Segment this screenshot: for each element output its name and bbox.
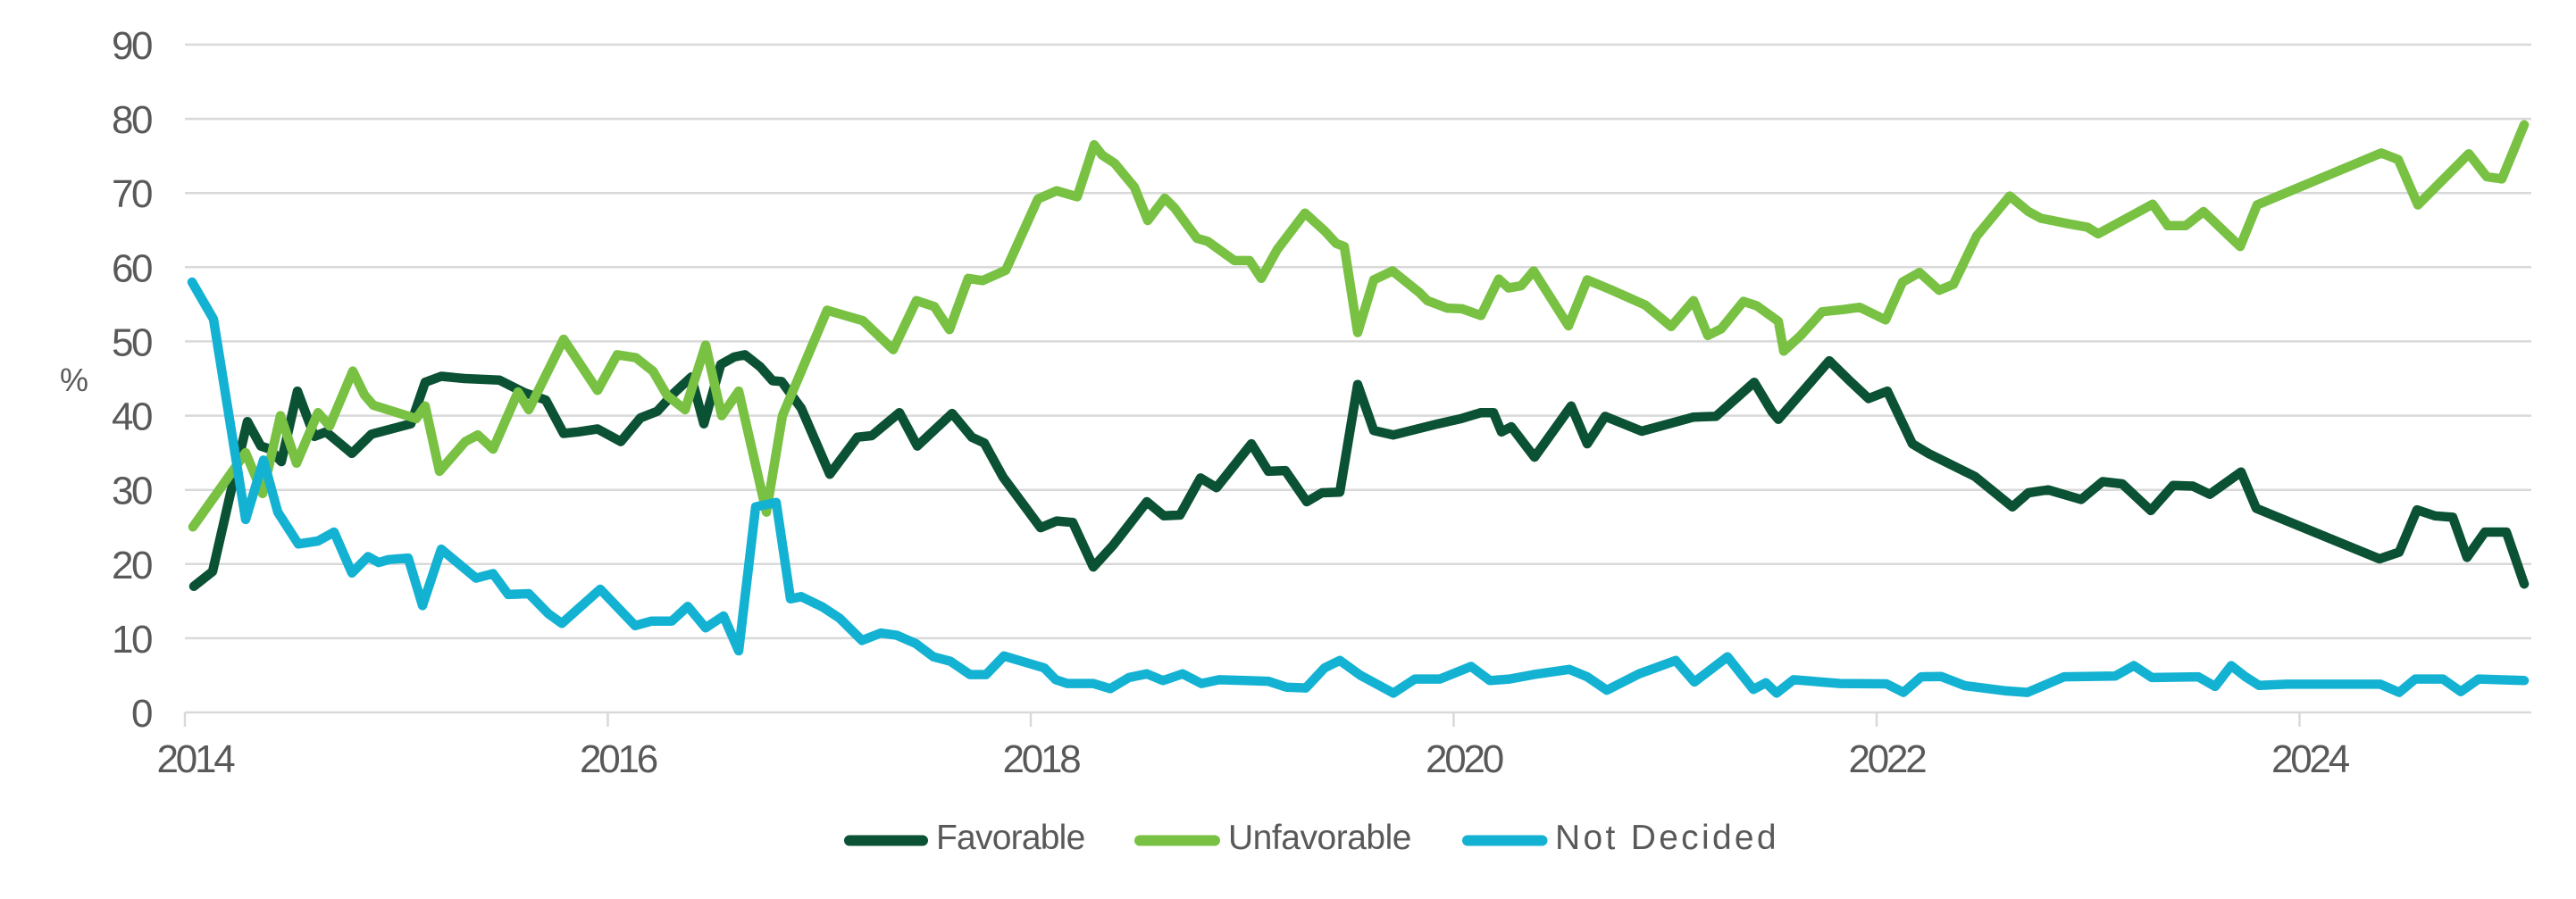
svg-text:2018: 2018 [1002, 737, 1080, 781]
svg-text:2020: 2020 [1426, 737, 1503, 781]
svg-text:80: 80 [112, 98, 152, 142]
svg-text:30: 30 [112, 470, 152, 513]
svg-text:Not Decided: Not Decided [1555, 819, 1779, 857]
svg-text:40: 40 [112, 395, 152, 439]
svg-text:0: 0 [131, 692, 152, 736]
svg-text:10: 10 [112, 618, 152, 662]
svg-text:2014: 2014 [156, 737, 235, 781]
svg-text:2024: 2024 [2271, 737, 2350, 781]
svg-text:70: 70 [112, 172, 152, 216]
svg-text:90: 90 [112, 24, 152, 68]
svg-text:2016: 2016 [580, 737, 657, 781]
svg-text:2022: 2022 [1848, 737, 1926, 781]
svg-text:Unfavorable: Unfavorable [1228, 819, 1411, 857]
svg-text:50: 50 [112, 320, 152, 364]
svg-text:20: 20 [112, 544, 152, 587]
svg-text:%: % [60, 362, 88, 398]
svg-text:Favorable: Favorable [936, 819, 1085, 857]
svg-text:60: 60 [112, 246, 152, 290]
